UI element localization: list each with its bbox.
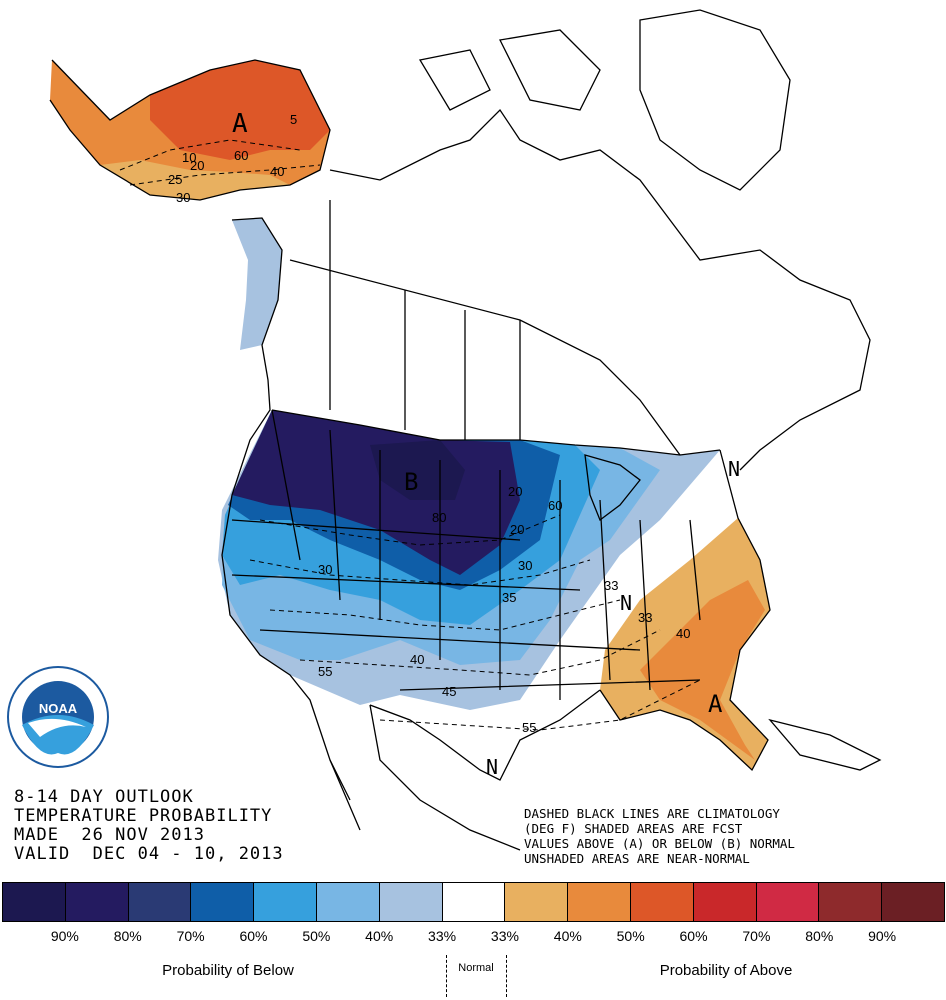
contour-label: 40 (410, 652, 424, 667)
colorbar-tick-label: 50% (616, 928, 645, 944)
pacific-coast-forecast-area (232, 218, 282, 350)
below-category-label: Probability of Below (162, 962, 294, 979)
normal-separator-left (446, 955, 447, 997)
normal-label-northeast: N (728, 457, 740, 481)
legend-note: DASHED BLACK LINES ARE CLIMATOLOGY (DEG … (524, 806, 795, 866)
colorbar-tick-label: 50% (302, 928, 331, 944)
contour-label: 20 (510, 522, 524, 537)
colorbar-tick-label: 40% (553, 928, 582, 944)
east-above-label: A (708, 690, 723, 718)
normal-category-label: Normal (458, 962, 494, 974)
colorbar-swatch (191, 883, 255, 921)
outlook-subtitle: TEMPERATURE PROBABILITY (14, 806, 273, 826)
colorbar-tick-label: 80% (113, 928, 142, 944)
contour-label: 20 (190, 158, 204, 173)
colorbar-swatch (128, 883, 192, 921)
contour-label: 35 (502, 590, 516, 605)
outlook-title: 8-14 DAY OUTLOOK (14, 787, 194, 807)
colorbar-swatch (379, 883, 443, 921)
noaa-logo-text: NOAA (39, 701, 78, 716)
contour-label: 55 (522, 720, 536, 735)
colorbar-ticks: 90% 80% 70% 60% 50% 40% 33% 33% 40% 50% 60% 70% 80% 9… (0, 928, 946, 948)
contour-label: 60 (234, 148, 248, 163)
colorbar-tick-label: 33% (490, 928, 519, 944)
outlook-map: A B A (49, 9, 882, 851)
outlook-info: 8-14 DAY OUTLOOK TEMPERATURE PROBABILITY… (14, 788, 284, 864)
colorbar-tick-label: 33% (428, 928, 457, 944)
legend-note-line: UNSHADED AREAS ARE NEAR-NORMAL (524, 851, 750, 866)
contour-label: 10 (182, 150, 196, 165)
colorbar-swatch (442, 883, 506, 921)
colorbar-swatch (3, 883, 66, 921)
probability-colorbar (2, 882, 945, 922)
climatology-contours (119, 139, 701, 731)
legend-note-line: VALUES ABOVE (A) OR BELOW (B) NORMAL (524, 836, 795, 851)
colorbar-swatch (316, 883, 380, 921)
contour-label: 80 (432, 510, 446, 525)
colorbar-swatch (254, 883, 317, 921)
normal-label-midsouth: N (620, 591, 632, 615)
alaska-above-label: A (232, 109, 248, 139)
contour-label: 33 (604, 578, 618, 593)
colorbar-tick-label: 70% (742, 928, 771, 944)
colorbar-tick-label: 60% (679, 928, 708, 944)
colorbar-swatch (568, 883, 631, 921)
contour-label: 20 (508, 484, 522, 499)
normal-label-texas: N (486, 755, 498, 779)
legend-note-line: DASHED BLACK LINES ARE CLIMATOLOGY (524, 806, 780, 821)
normal-separator-right (506, 955, 507, 997)
us-below-normal-area: B (218, 410, 720, 710)
noaa-logo: NOAA (7, 666, 109, 768)
legend-note-line: (DEG F) SHADED AREAS ARE FCST (524, 821, 743, 836)
colorbar-tick-label: 90% (868, 928, 897, 944)
colorbar-swatch (65, 883, 129, 921)
colorbar-tick-label: 80% (805, 928, 834, 944)
colorbar-tick-label: 90% (50, 928, 79, 944)
map-outlines (49, 9, 882, 851)
contour-label: 40 (270, 164, 284, 179)
outlook-made-date: MADE 26 NOV 2013 (14, 825, 205, 845)
colorbar-swatch (819, 883, 883, 921)
contour-labels: 5 10 20 25 30 60 40 80 20 20 60 30 35 30… (168, 112, 690, 735)
contour-label: 33 (638, 610, 652, 625)
contour-label: 30 (318, 562, 332, 577)
contour-label: 60 (548, 498, 562, 513)
contour-label: 55 (318, 664, 332, 679)
contour-label: 45 (442, 684, 456, 699)
contour-label: 25 (168, 172, 182, 187)
above-category-label: Probability of Above (659, 962, 793, 979)
contour-label: 30 (518, 558, 532, 573)
colorbar-swatch (505, 883, 569, 921)
colorbar-swatch (882, 883, 944, 921)
alaska-forecast-area: A (50, 60, 330, 200)
us-above-normal-area: A (600, 518, 770, 770)
plains-below-label: B (404, 468, 418, 496)
contour-label: 30 (176, 190, 190, 205)
colorbar-tick-label: 40% (365, 928, 394, 944)
colorbar-swatch (756, 883, 820, 921)
colorbar-swatch (630, 883, 694, 921)
contour-label: 40 (676, 626, 690, 641)
outlook-valid-dates: VALID DEC 04 - 10, 2013 (14, 844, 284, 864)
colorbar-tick-label: 60% (239, 928, 268, 944)
colorbar-tick-label: 70% (176, 928, 205, 944)
contour-label: 5 (290, 112, 297, 127)
colorbar-swatch (693, 883, 757, 921)
